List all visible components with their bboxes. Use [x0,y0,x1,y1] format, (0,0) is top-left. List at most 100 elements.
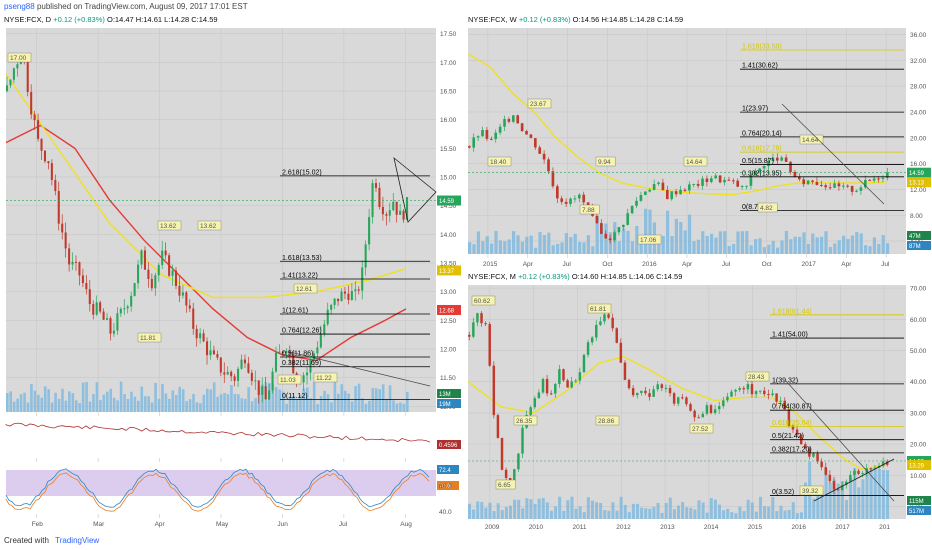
volume-bar [630,241,635,254]
fib-level-label: 0.618(17.78) [742,146,782,153]
volume-bar [668,497,672,519]
candle [635,200,638,206]
y-tick-label: 12.00 [910,187,927,194]
candle [627,379,631,389]
fib-level-label: 0.382(11.69) [282,360,321,367]
volume-bar [701,502,705,519]
volume-bar [734,513,738,519]
volume-bar [240,398,244,412]
volume-bar [660,512,664,519]
monthly-chart-canvas[interactable]: 70.0060.0050.0040.0030.0020.0010.000.002… [464,271,932,532]
footer: Created with TradingView [0,532,932,550]
volume-bar [793,236,797,254]
candle [595,324,598,338]
volume-bar [57,398,61,412]
volume-bar [865,470,869,519]
weekly-chart-canvas[interactable]: 36.00 32.00 28.00 24.00 20.00 16.00 12.00 8.00 4… [464,14,932,269]
fib-level-label: 0.382(13.95) [742,170,782,177]
volume-bar [648,508,652,519]
candle [877,178,880,180]
candle [525,131,528,135]
volume-bar [840,481,844,519]
volume-bar [247,387,250,412]
indicator-tag-box [437,440,461,449]
volume-bar [61,388,64,412]
trend-line [785,380,895,502]
volume-bar [199,403,202,412]
candle [33,114,36,121]
price-label-box [487,156,512,167]
volume-bar [670,235,674,254]
candle [656,384,659,390]
volume-bar [330,402,333,412]
candle [316,347,319,354]
y-tick-label: 50.00 [910,348,927,355]
volume-bar [350,401,354,412]
candle [137,264,140,284]
candle [697,417,700,419]
volume-bar [237,394,240,412]
weekly-chart-panel[interactable]: NYSE:FCX, W +0.12 (+0.83%) O:14.56 H:14.… [464,14,932,269]
volume-bar [130,391,133,412]
ohlc-high: H:14.61 [135,15,163,24]
candle [562,369,565,381]
price-label-box [471,295,496,306]
candle [674,191,678,195]
candle [504,469,508,478]
volume-bar [685,507,689,519]
ohlc-open: O:14.60 [571,272,599,281]
volume-bar [815,237,819,254]
candle [566,380,569,388]
volume-bar [545,502,549,519]
volume-bar [192,393,195,412]
x-tick-label: 2015 [483,261,498,268]
price-label: 61.81 [590,306,607,313]
daily-chart-canvas[interactable]: 17.50 17.00 16.50 16.00 15.50 15.00 14.50 14.00… [0,14,462,532]
ma-red-tag: 12.68 [439,308,455,314]
volume-bar [385,399,388,412]
candle [57,191,60,224]
volume-bar [762,247,767,254]
tradingview-logo-text[interactable]: TradingView [55,536,100,545]
candle [174,270,178,286]
candle [143,250,146,270]
candle [554,383,557,394]
candle [323,324,326,335]
x-tick-label: 2010 [529,524,544,531]
volume-bar [846,238,850,254]
volume-bar [837,240,841,254]
volume-bar [604,223,608,254]
candle [718,175,722,183]
candle [853,470,856,475]
volume-bar [92,394,95,412]
candle [613,232,616,241]
price-label: 27.52 [692,426,709,433]
x-tick-label: Oct [762,261,772,268]
x-tick-label: 201 [879,524,890,531]
y-tick-label: 36.00 [910,32,927,39]
price-label-box [513,415,538,426]
candle [626,213,630,225]
candle [648,189,652,192]
volume-bar [732,244,736,254]
volume-bar [551,245,555,254]
stoch-tag: 80.0 [439,483,452,490]
candle [842,185,845,187]
volume-bar [603,510,607,519]
candle [806,180,810,185]
candle [312,353,315,360]
volume-bar [74,400,78,412]
publisher-username[interactable]: pseng88 [4,2,35,11]
daily-chart-panel[interactable]: NYSE:FCX, D +0.12 (+0.83%) O:14.47 H:14.… [0,14,462,532]
volume-bar [337,393,340,412]
volume-bar [254,398,257,412]
candle [64,232,67,249]
monthly-chart-panel[interactable]: NYSE:FCX, M +0.12 (+0.83%) O:14.60 H:14.… [464,271,932,532]
volume-bar [705,512,709,519]
volume-bar [484,507,488,519]
candle [714,175,718,179]
volume-bar [343,390,347,412]
candle [709,405,713,414]
volume-bar [771,497,775,519]
price-label: 60.62 [474,298,491,305]
